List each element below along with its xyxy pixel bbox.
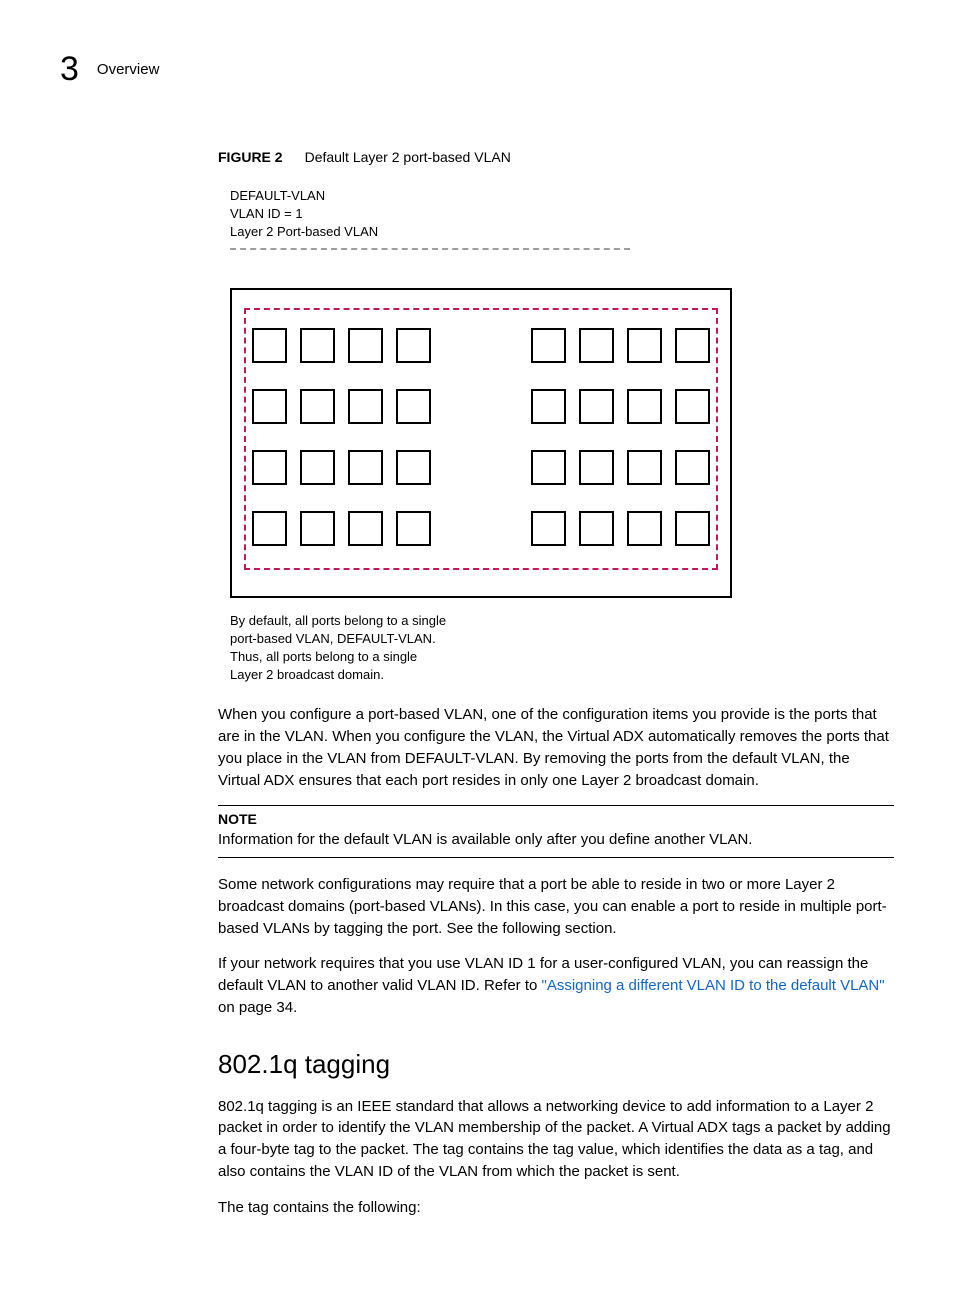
port-box [627, 389, 662, 424]
figure-block: DEFAULT-VLAN VLAN ID = 1 Layer 2 Port-ba… [230, 187, 894, 684]
port-box [300, 450, 335, 485]
port-box [627, 328, 662, 363]
port-box [396, 328, 431, 363]
figure-caption: FIGURE 2 Default Layer 2 port-based VLAN [218, 149, 894, 167]
port-box [396, 389, 431, 424]
port-box [579, 389, 614, 424]
port-group [252, 389, 431, 424]
port-box [348, 450, 383, 485]
port-group [531, 389, 710, 424]
port-group [252, 328, 431, 363]
port-row [252, 389, 710, 424]
figure-top-label: DEFAULT-VLAN VLAN ID = 1 Layer 2 Port-ba… [230, 187, 894, 242]
port-box [531, 511, 566, 546]
port-box [348, 328, 383, 363]
port-box [531, 450, 566, 485]
port-box [675, 328, 710, 363]
section-heading: 802.1q tagging [218, 1049, 894, 1080]
port-row [252, 450, 710, 485]
page-content: FIGURE 2Default Layer 2 port-based VLAN … [218, 149, 894, 1218]
chapter-number: 3 [60, 50, 79, 89]
port-box [252, 450, 287, 485]
port-box [300, 511, 335, 546]
port-box [531, 328, 566, 363]
body-paragraph: 802.1q tagging is an IEEE standard that … [218, 1096, 894, 1183]
port-group [252, 450, 431, 485]
dashed-divider [230, 248, 630, 250]
port-group [531, 328, 710, 363]
body-paragraph: Some network configurations may require … [218, 874, 894, 939]
port-box [627, 511, 662, 546]
figure-bottom-label: By default, all ports belong to a single… [230, 612, 894, 685]
port-box [627, 450, 662, 485]
port-box [579, 450, 614, 485]
port-box [579, 511, 614, 546]
vlan-frame [230, 288, 732, 598]
port-box [300, 328, 335, 363]
port-box [675, 389, 710, 424]
figure-bottom-line: By default, all ports belong to a single [230, 612, 894, 630]
cross-reference-link[interactable]: "Assigning a different VLAN ID to the de… [542, 977, 885, 994]
port-group [531, 450, 710, 485]
note-label: NOTE [218, 811, 894, 827]
port-box [396, 511, 431, 546]
figure-bottom-line: Layer 2 broadcast domain. [230, 666, 894, 684]
port-box [252, 389, 287, 424]
port-group [252, 511, 431, 546]
figure-bottom-line: port-based VLAN, DEFAULT-VLAN. [230, 630, 894, 648]
figure-title: Default Layer 2 port-based VLAN [305, 149, 511, 165]
page-header: 3 Overview [60, 50, 894, 89]
port-box [531, 389, 566, 424]
port-box [675, 450, 710, 485]
port-row [252, 328, 710, 363]
port-box [675, 511, 710, 546]
body-paragraph: The tag contains the following: [218, 1197, 894, 1219]
port-box [396, 450, 431, 485]
port-box [348, 389, 383, 424]
note-text: Information for the default VLAN is avai… [218, 829, 894, 851]
port-box [348, 511, 383, 546]
figure-top-line: Layer 2 Port-based VLAN [230, 223, 894, 241]
vlan-dashed-boundary [244, 308, 718, 570]
chapter-title: Overview [97, 61, 160, 78]
port-group [531, 511, 710, 546]
figure-label: FIGURE 2 [218, 149, 283, 165]
body-paragraph: If your network requires that you use VL… [218, 953, 894, 1018]
port-box [252, 511, 287, 546]
port-box [300, 389, 335, 424]
figure-top-line: VLAN ID = 1 [230, 205, 894, 223]
figure-top-line: DEFAULT-VLAN [230, 187, 894, 205]
port-row [252, 511, 710, 546]
note-block: NOTE Information for the default VLAN is… [218, 805, 894, 858]
port-box [579, 328, 614, 363]
figure-bottom-line: Thus, all ports belong to a single [230, 648, 894, 666]
body-paragraph: When you configure a port-based VLAN, on… [218, 704, 894, 791]
port-box [252, 328, 287, 363]
paragraph-text: on page 34. [218, 999, 297, 1016]
